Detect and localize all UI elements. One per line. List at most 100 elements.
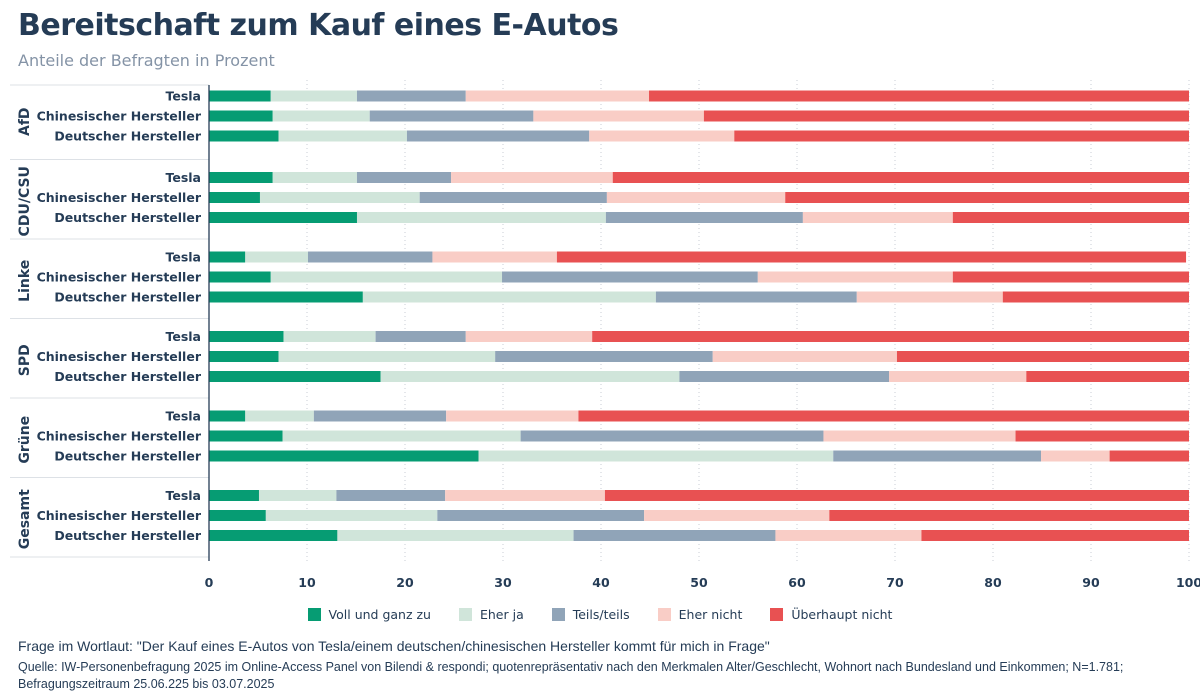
row-label: Deutscher Hersteller [54, 129, 202, 144]
bar-segment-eher-ja [337, 530, 574, 541]
bar-segment-eher-nicht [712, 351, 897, 362]
bar-segment-voll-und-ganz-zu [209, 130, 279, 142]
legend-swatch [458, 608, 472, 621]
bar-segment-eher-nicht [446, 410, 579, 422]
bar-segment-eher-ja [283, 331, 376, 342]
x-tick-label: 90 [1082, 575, 1100, 590]
bar-segment--berhaupt-nicht [952, 271, 1189, 283]
source-note: Quelle: IW-Personenbefragung 2025 im Onl… [18, 660, 1124, 691]
bar-segment-voll-und-ganz-zu [209, 291, 363, 303]
question-wording: Frage im Wortlaut: "Der Kauf eines E-Aut… [18, 638, 770, 654]
legend: Voll und ganz zu Eher ja Teils/teils Ehe… [0, 606, 1200, 622]
legend-label: Eher nicht [678, 607, 743, 622]
bar-segment-eher-ja [362, 291, 656, 303]
bar-segment-eher-nicht [889, 371, 1027, 382]
bar-segment-teils-teils [336, 490, 446, 501]
bar-segment-eher-nicht [644, 510, 830, 521]
bar-segment-eher-nicht [533, 110, 704, 122]
row-label: Tesla [165, 329, 201, 344]
x-tick-label: 0 [205, 575, 214, 590]
bar-segment-eher-ja [282, 430, 521, 442]
bar-segment-voll-und-ganz-zu [209, 331, 284, 342]
legend-swatch [770, 608, 784, 621]
bar-segment-eher-ja [278, 351, 496, 362]
bar-segment-eher-ja [278, 130, 407, 142]
x-tick-label: 40 [592, 575, 610, 590]
bar-segment-teils-teils [679, 371, 890, 382]
bar-segment--berhaupt-nicht [1002, 291, 1189, 303]
bar-segment-teils-teils [520, 430, 824, 442]
x-tick-label: 30 [494, 575, 512, 590]
row-label: Chinesischer Hersteller [37, 109, 202, 124]
bar-segment-teils-teils [495, 351, 713, 362]
bar-segment-voll-und-ganz-zu [209, 351, 279, 362]
bar-segment-eher-nicht [445, 490, 605, 501]
bar-segment-eher-nicht [451, 172, 613, 183]
bar-segment-teils-teils [833, 450, 1042, 462]
bar-segment-voll-und-ganz-zu [209, 110, 273, 122]
bar-segment-teils-teils [375, 331, 466, 342]
bar-segment--berhaupt-nicht [785, 192, 1189, 203]
x-tick-label: 50 [690, 575, 708, 590]
legend-item-voll-und-ganz-zu: Voll und ganz zu [307, 607, 431, 622]
bar-segment-teils-teils [419, 192, 607, 203]
bar-segment-eher-nicht [432, 251, 557, 263]
bar-segment-eher-ja [380, 371, 680, 382]
bar-segment-eher-ja [270, 90, 357, 102]
bar-segment-eher-nicht [1041, 450, 1110, 462]
legend-swatch [551, 608, 565, 621]
bar-segment-voll-und-ganz-zu [209, 430, 283, 442]
bar-segment--berhaupt-nicht [1026, 371, 1189, 382]
bar-segment-voll-und-ganz-zu [209, 510, 266, 521]
bar-segment-voll-und-ganz-zu [209, 251, 246, 263]
group-spd: SPD Tesla Chinesischer Hersteller Deutscher… [17, 329, 1189, 384]
legend-label: Überhaupt nicht [791, 607, 893, 622]
row-label: Deutscher Hersteller [54, 528, 202, 543]
row-label: Chinesischer Hersteller [37, 349, 202, 364]
x-tick-label: 60 [788, 575, 806, 590]
bar-segment--berhaupt-nicht [734, 130, 1189, 142]
x-tick-label: 10 [298, 575, 316, 590]
bar-segment-eher-nicht [775, 530, 922, 541]
bar-segment-eher-nicht [757, 271, 953, 283]
group-label: SPD [17, 344, 33, 376]
row-label: Chinesischer Hersteller [37, 190, 202, 205]
bar-segment-teils-teils [369, 110, 534, 122]
bar-segment-eher-nicht [606, 192, 786, 203]
bar-segment--berhaupt-nicht [604, 490, 1189, 501]
row-label: Deutscher Hersteller [54, 290, 202, 305]
row-label: Deutscher Hersteller [54, 449, 202, 464]
bar-segment-teils-teils [307, 251, 433, 263]
bar-segment-eher-nicht [856, 291, 1003, 303]
bar-segment-eher-ja [265, 510, 438, 521]
bar-segment-teils-teils [605, 212, 803, 223]
bar-segment--berhaupt-nicht [578, 410, 1189, 422]
group-linke: Linke Tesla Chinesischer Hersteller Deutsch… [17, 250, 1189, 305]
bar-segment-voll-und-ganz-zu [209, 371, 381, 382]
bar-segment-eher-ja [270, 271, 503, 283]
stacked-bar-chart: AfD Tesla Chinesischer Hersteller Deutscher… [10, 80, 1200, 590]
legend-item-eher-ja: Eher ja [458, 607, 524, 622]
x-tick-label: 20 [396, 575, 414, 590]
bar-segment-teils-teils [356, 172, 452, 183]
group-label: Gesamt [17, 489, 33, 549]
bar-segment--berhaupt-nicht [896, 351, 1189, 362]
bar-segment--berhaupt-nicht [1015, 430, 1189, 442]
group-cdu-csu: CDU/CSU Tesla Chinesischer Hersteller Deuts… [17, 166, 1189, 236]
bar-segment--berhaupt-nicht [649, 90, 1189, 102]
bar-segment-teils-teils [356, 90, 466, 102]
row-label: Chinesischer Hersteller [37, 508, 202, 523]
bar-segment--berhaupt-nicht [1109, 450, 1189, 462]
legend-item-eher-nicht: Eher nicht [657, 607, 743, 622]
bar-segment-eher-nicht [465, 331, 593, 342]
bar-segment-eher-ja [478, 450, 834, 462]
legend-label: Voll und ganz zu [328, 607, 431, 622]
x-tick-label: 100 [1176, 575, 1200, 590]
bar-segment-eher-nicht [589, 130, 735, 142]
bar-segment-eher-ja [258, 490, 337, 501]
row-label: Tesla [165, 89, 201, 104]
bar-segment-teils-teils [437, 510, 645, 521]
bar-segment-voll-und-ganz-zu [209, 212, 357, 223]
legend-swatch [307, 608, 321, 621]
bar-segment-eher-nicht [465, 90, 650, 102]
